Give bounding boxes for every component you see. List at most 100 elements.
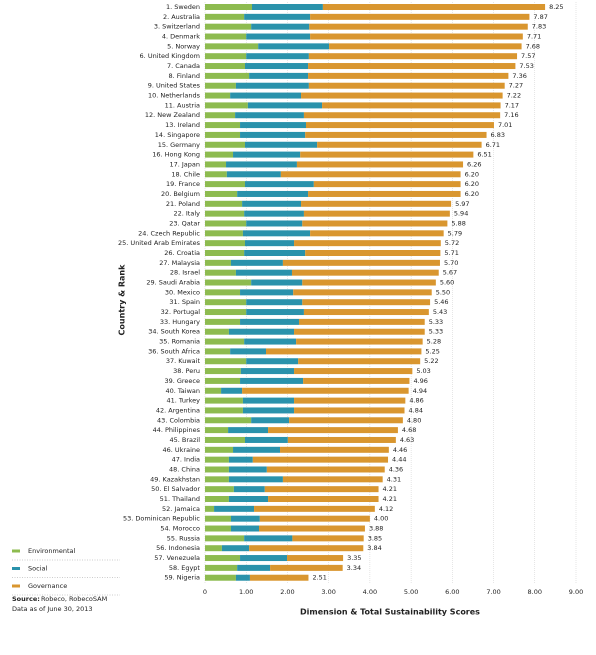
bar-segment [205,161,227,168]
bar-segment [244,210,304,217]
bar-segment [310,13,530,20]
bar-segment [329,43,522,50]
x-tick-label: 1.00 [239,588,253,596]
bar-segment [205,259,231,266]
bar-segment [251,4,323,10]
x-axis-title: Dimension & Total Sustainability Scores [300,608,480,617]
bar-segment [205,545,222,552]
y-tick-label: 12. New Zealand [145,111,200,119]
bar-segment [282,476,383,483]
y-axis-title: Country & Rank [118,264,127,336]
bar-segment [246,309,304,316]
bar-segment [244,240,295,247]
total-label: 6.20 [465,170,479,178]
bar-segment [205,102,248,109]
bar-segment [244,535,293,542]
total-label: 3.35 [347,554,361,562]
bar-segment [282,259,440,266]
y-tick-label: 38. Peru [173,367,200,375]
bar-segment [308,63,516,70]
y-tick-label: 5. Norway [167,42,200,50]
bar-segment [270,564,343,571]
bar-segment [205,190,238,197]
bar-segment [205,309,247,316]
bar-segment [205,377,241,384]
bar-segment [242,200,302,207]
y-tick-label: 20. Belgium [161,190,200,198]
y-tick-label: 56. Indonesia [156,544,200,552]
y-tick-label: 25. United Arab Emirates [118,239,201,247]
bar-segment [309,23,528,30]
bar-segment [249,545,364,552]
bar-segment [205,63,245,70]
bar-segment [266,348,422,355]
bar-segment [308,82,505,89]
bar-segment [205,535,245,542]
y-tick-label: 49. Kazakhstan [150,475,200,483]
y-tick-label: 47. India [172,456,200,464]
total-label: 4.84 [409,406,423,414]
bar-segment [308,53,518,60]
bar-segment [205,417,252,424]
y-tick-label: 8. Finland [169,72,201,80]
bar-segment [233,486,265,493]
bar-segment [205,515,231,522]
bar-segment [205,82,236,89]
bar-segment [228,466,267,473]
bar-segment [205,318,241,325]
y-tick-label: 35. Romania [159,338,200,346]
y-tick-label: 7. Canada [167,62,200,70]
bar-segment [230,525,260,532]
total-label: 4.46 [393,446,407,454]
x-tick-label: 5.00 [404,588,418,596]
y-tick-label: 2. Australia [163,13,200,21]
bar-segment [205,43,259,50]
bar-segment [205,299,247,306]
y-tick-label: 59. Nigeria [164,574,200,582]
total-label: 5.67 [443,269,457,277]
bar-segment [298,358,421,365]
bar-segment [205,279,252,286]
x-tick-label: 4.00 [363,588,377,596]
y-tick-label: 41. Turkey [166,397,200,405]
bar-segment [322,4,546,10]
bar-segment [205,387,222,394]
bar-segment [230,92,302,99]
bar-segment [268,427,398,434]
y-tick-label: 52. Jamaica [162,505,200,513]
bar-segment [264,486,379,493]
bar-segment [293,289,432,296]
bar-segment [240,131,306,138]
bar-segment [205,427,229,434]
y-tick-label: 16. Hong Kong [152,151,200,159]
total-label: 4.80 [407,416,421,424]
total-label: 6.83 [491,131,505,139]
bar-segment [242,230,311,237]
bar-segment [205,112,236,119]
bar-segment [313,181,461,188]
bar-segment [303,210,450,217]
source-label: Source: [12,595,40,603]
bar-segment [221,387,243,394]
bar-segment [226,171,281,178]
bar-segment [205,200,243,207]
bar-segment [228,427,269,434]
y-tick-label: 18. Chile [171,170,200,178]
bar-segment [205,466,229,473]
bar-segment [205,407,243,414]
y-tick-label: 40. Taiwan [165,387,200,395]
x-tick-label: 6.00 [445,588,459,596]
x-tick-label: 7.00 [486,588,500,596]
bar-segment [226,161,297,168]
bar-segment [242,397,295,404]
y-tick-label: 1. Sweden [166,3,200,11]
bar-segment [302,279,436,286]
y-tick-label: 29. Saudi Arabia [146,279,200,287]
bar-segment [228,456,253,463]
total-label: 6.20 [465,180,479,188]
bar-segment [235,112,304,119]
total-label: 4.44 [392,456,406,464]
bar-segment [205,397,243,404]
total-label: 4.21 [383,485,397,493]
bar-segment [244,13,311,20]
